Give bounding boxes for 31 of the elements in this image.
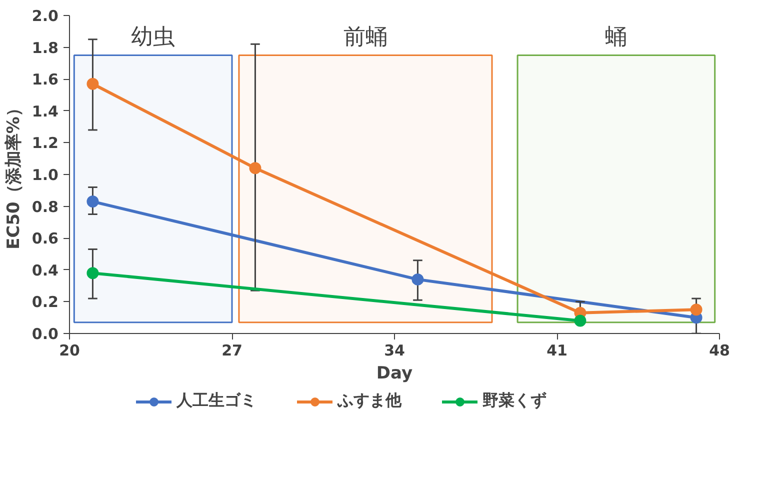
y-tick-label: 1.6 — [32, 70, 59, 89]
x-tick-label: 27 — [222, 342, 242, 360]
x-tick-label: 41 — [546, 342, 568, 360]
x-tick-label: 20 — [59, 342, 80, 360]
point — [690, 304, 702, 316]
band-label: 幼虫 — [131, 24, 176, 49]
y-tick-label: 2.0 — [32, 7, 59, 25]
y-tick-label: 0.2 — [32, 293, 59, 312]
y-axis-title: EC50（添加率%） — [4, 100, 24, 250]
legend-label: 人工生ゴミ — [176, 391, 256, 412]
x-axis-title: Day — [376, 364, 413, 384]
legend-label: ふすま他 — [337, 391, 402, 412]
y-tick-label: 1.2 — [32, 134, 59, 152]
y-tick-label: 0.0 — [32, 325, 59, 343]
x-tick-label: 34 — [384, 342, 405, 360]
y-tick-label: 0.8 — [32, 198, 59, 216]
y-tick-label: 1.8 — [32, 38, 59, 57]
point — [574, 314, 586, 327]
y-tick-label: 1.0 — [32, 166, 59, 184]
x-tick-label: 48 — [709, 342, 730, 360]
point — [412, 273, 424, 286]
band-label: 蛹 — [605, 24, 628, 49]
y-tick-label: 1.4 — [32, 102, 59, 120]
legend-label: 野菜くず — [482, 391, 546, 412]
point — [86, 78, 99, 90]
y-tick-label: 0.6 — [32, 230, 59, 248]
y-tick-label: 0.4 — [32, 261, 59, 280]
point — [249, 162, 262, 174]
band-label: 前蛹 — [343, 24, 388, 49]
point — [86, 267, 99, 280]
point — [86, 196, 99, 208]
